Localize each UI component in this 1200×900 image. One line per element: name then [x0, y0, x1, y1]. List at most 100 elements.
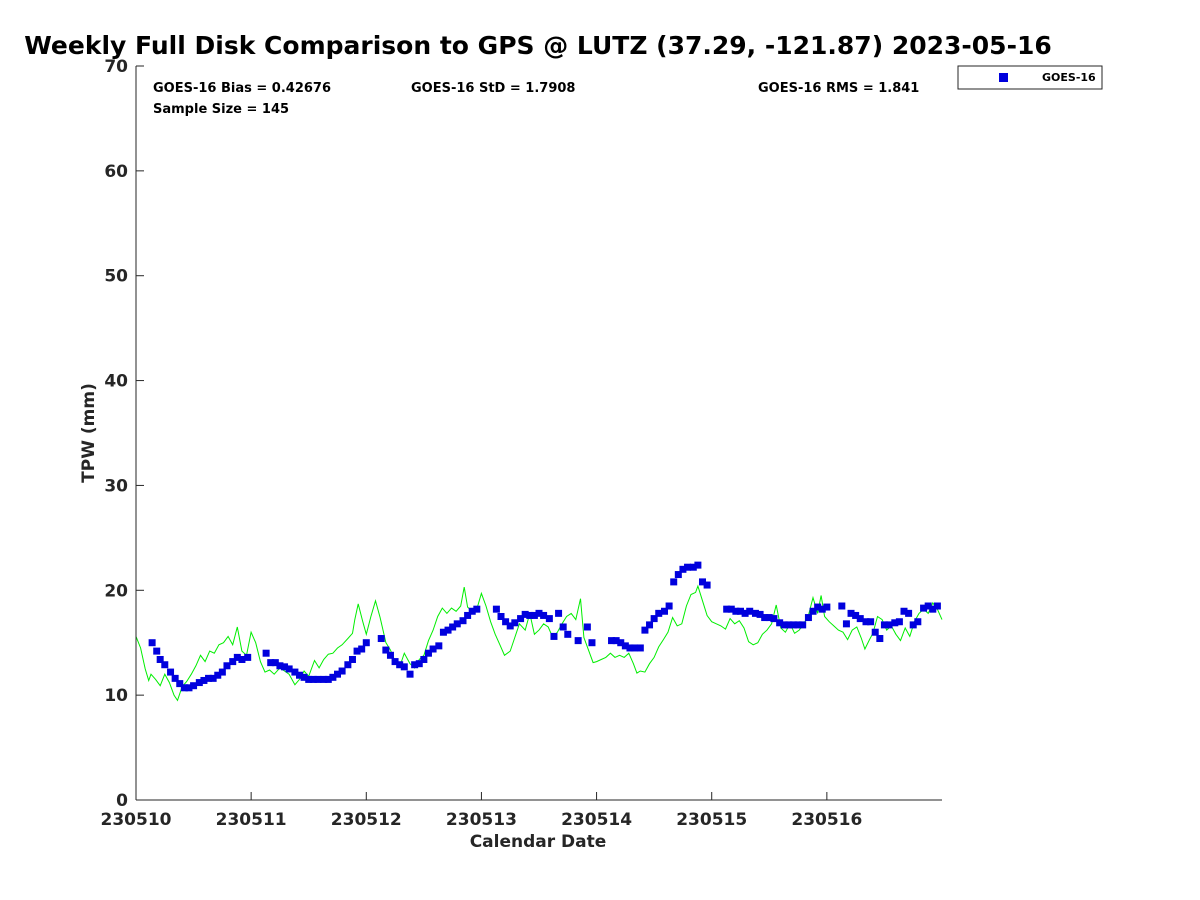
- goes16-point: [794, 621, 802, 629]
- y-axis-label: TPW (mm): [79, 383, 99, 483]
- goes16-point: [842, 620, 850, 628]
- goes16-point: [665, 602, 673, 610]
- goes16-point: [650, 615, 658, 623]
- goes16-point: [276, 662, 284, 670]
- axes: [135, 66, 942, 801]
- goes16-point: [468, 607, 476, 615]
- goes16-point: [871, 628, 879, 636]
- goes16-point: [233, 653, 241, 661]
- goes16-point: [540, 611, 548, 619]
- goes16-point: [905, 609, 913, 617]
- series-layer: [135, 561, 943, 702]
- goes16-point: [867, 618, 875, 626]
- goes16-point: [780, 621, 788, 629]
- goes16-point: [880, 621, 888, 629]
- goes16-point: [703, 581, 711, 589]
- goes16-point: [741, 609, 749, 617]
- goes16-point: [785, 621, 793, 629]
- goes16-point: [823, 603, 831, 611]
- goes16-point: [473, 605, 481, 613]
- goes16-point: [429, 645, 437, 653]
- goes16-point: [502, 618, 510, 626]
- goes16-point: [737, 607, 744, 615]
- goes16-point: [334, 670, 341, 678]
- goes16-point: [391, 658, 399, 666]
- goes16-point: [305, 675, 313, 683]
- goes16-point: [281, 663, 289, 671]
- goes16-point: [296, 671, 304, 679]
- goes16-point: [684, 563, 692, 571]
- legend-marker-goes16: [999, 73, 1008, 82]
- goes16-point: [617, 639, 625, 647]
- legend-box: [957, 65, 1103, 90]
- goes16-point: [435, 642, 443, 650]
- goes16-point: [670, 578, 678, 586]
- goes16-point: [550, 632, 558, 640]
- goes16-point: [156, 655, 164, 663]
- y-tick-label: 0: [116, 791, 128, 811]
- goes16-point: [161, 661, 169, 669]
- goes16-point: [153, 647, 161, 655]
- sample-size-annotation: Sample Size = 145: [153, 102, 289, 117]
- goes16-point: [424, 649, 432, 657]
- goes16-point: [636, 644, 644, 652]
- goes16-point: [612, 637, 620, 645]
- goes16-point: [338, 667, 346, 675]
- goes16-point: [856, 615, 864, 623]
- goes16-point: [746, 607, 754, 615]
- goes16-point: [909, 621, 917, 629]
- goes16-point: [386, 651, 394, 659]
- goes16-point: [751, 609, 759, 617]
- goes16-point: [545, 615, 553, 623]
- y-tick-label: 20: [104, 581, 128, 601]
- goes16-point: [439, 628, 447, 636]
- goes16-point: [411, 661, 419, 669]
- goes16-point: [732, 607, 740, 615]
- goes16-point: [377, 635, 385, 643]
- goes16-point: [396, 661, 404, 669]
- goes16-point: [914, 618, 922, 626]
- goes16-point: [195, 679, 203, 687]
- goes16-point: [789, 621, 797, 629]
- goes16-point: [291, 668, 299, 676]
- goes16-point: [229, 658, 237, 666]
- legend: GOES-16: [957, 65, 1103, 90]
- goes16-point: [852, 611, 860, 619]
- goes16-point: [492, 605, 500, 613]
- goes16-point: [223, 662, 231, 670]
- goes16-point: [694, 561, 702, 569]
- goes16-point: [588, 639, 596, 647]
- goes16-point: [200, 676, 208, 684]
- goes16-point: [415, 660, 423, 668]
- goes16-point: [876, 635, 884, 643]
- goes16-point: [449, 623, 457, 631]
- goes16-point: [285, 665, 293, 673]
- goes16-point: [891, 619, 899, 627]
- x-tick-label: 230515: [676, 810, 747, 830]
- bias-annotation: GOES-16 Bias = 0.42676: [153, 81, 331, 96]
- goes16-point: [382, 646, 390, 654]
- goes16-point: [621, 642, 629, 650]
- y-tick-label: 70: [104, 57, 128, 77]
- goes16-point: [329, 673, 337, 681]
- goes16-point: [799, 621, 807, 629]
- goes16-point: [776, 619, 784, 627]
- goes16-point: [809, 607, 817, 615]
- goes16-point: [262, 649, 270, 657]
- goes16-point: [300, 673, 308, 681]
- x-tick-label: 230511: [216, 810, 287, 830]
- goes16-point: [555, 609, 563, 617]
- goes16-point: [190, 682, 198, 690]
- goes16-point: [895, 618, 903, 626]
- goes16-point: [348, 655, 356, 663]
- goes16-point: [459, 617, 467, 625]
- goes16-point: [646, 621, 654, 629]
- goes16-point: [655, 609, 663, 617]
- goes16-point: [497, 613, 505, 620]
- goes16-point: [526, 611, 534, 619]
- goes16-point: [309, 675, 317, 683]
- goes16-point: [444, 626, 452, 634]
- goes16-point: [583, 623, 591, 631]
- goes16-point: [761, 614, 769, 622]
- goes16-point: [244, 653, 252, 661]
